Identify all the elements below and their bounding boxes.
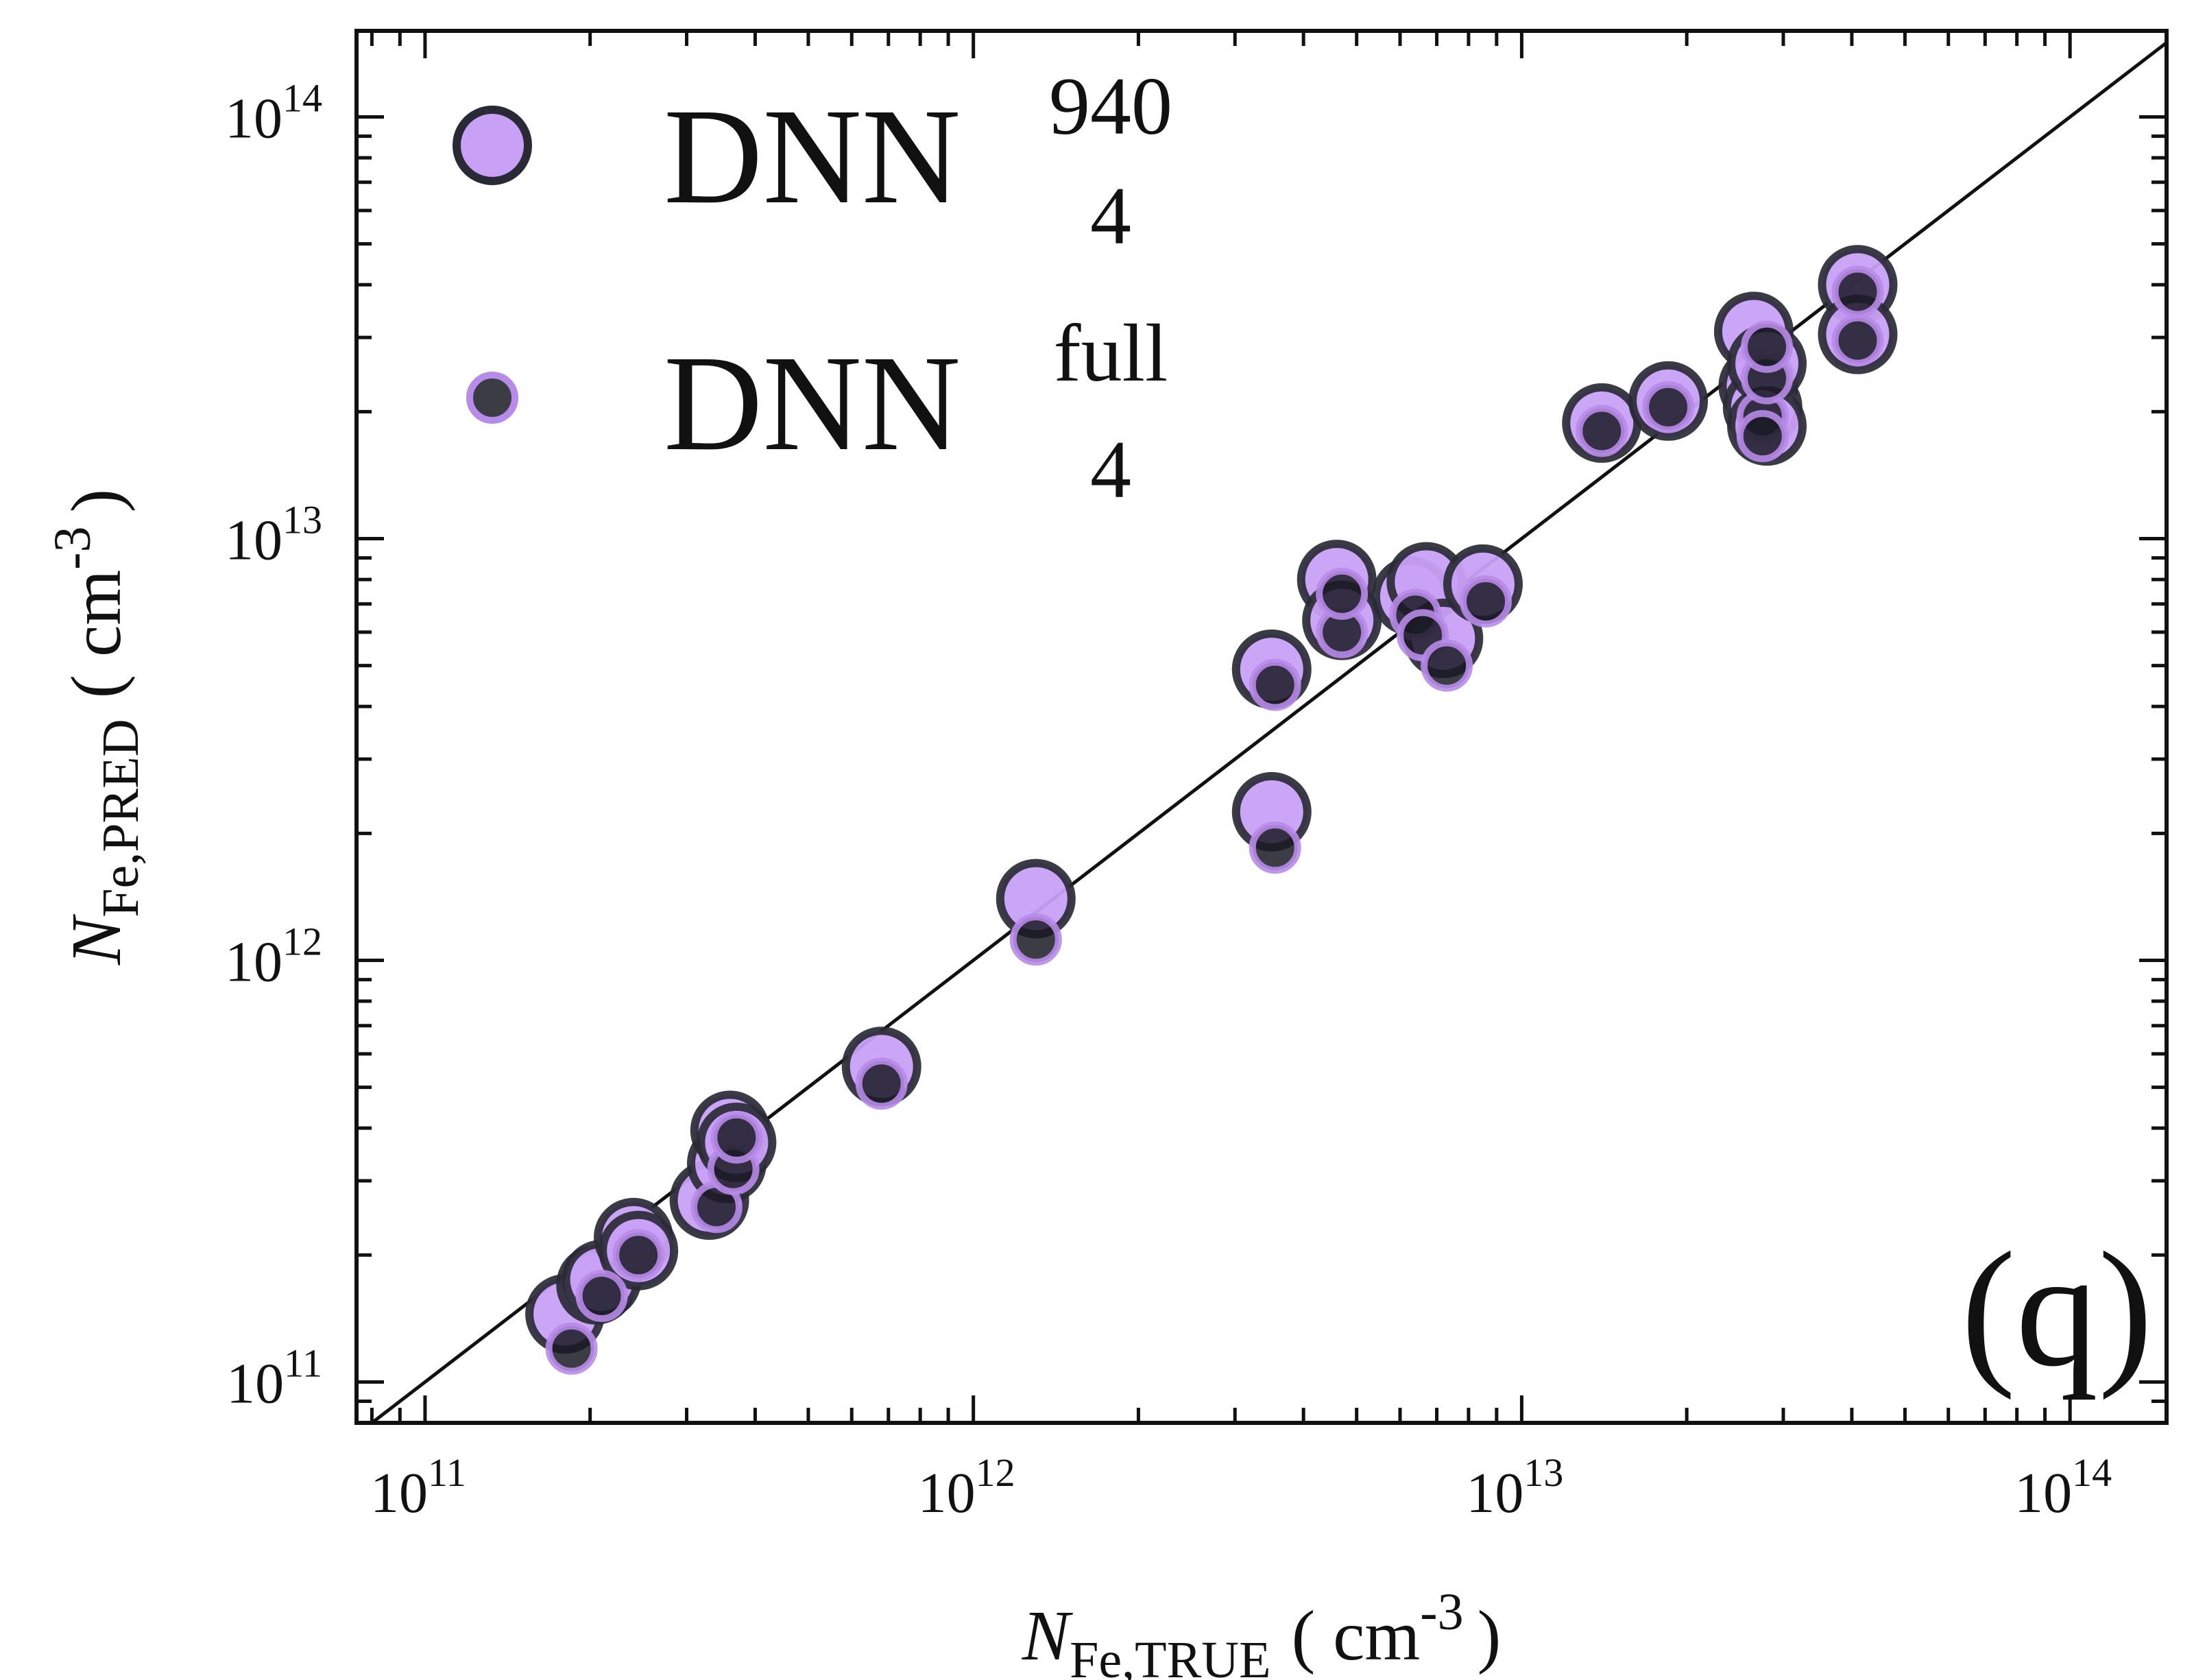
point-dnn-full	[1009, 913, 1062, 966]
y-tick-label: 1013	[225, 497, 322, 572]
legend: DNN 940 4 DNN full 4	[453, 60, 1172, 515]
y-tick-exp: 11	[284, 1341, 322, 1385]
point-dnn-full	[1249, 658, 1301, 711]
axis-ticks	[357, 31, 2167, 1425]
x-tick-base: 10	[1466, 1461, 1523, 1525]
x-tick-exp: 12	[976, 1450, 1015, 1495]
y-tick-exp: 12	[282, 919, 322, 963]
identity-line	[369, 40, 2167, 1423]
x-axis-unit-exp: -3	[1420, 1583, 1463, 1641]
legend-label-dnn-full: DNN	[664, 328, 961, 479]
panel-label: (q)	[1961, 1218, 2153, 1400]
legend-marker-dnn-940	[453, 106, 532, 185]
y-tick-label: 1012	[225, 919, 322, 994]
point-dnn-full	[1249, 821, 1301, 874]
x-tick-exp: 11	[428, 1450, 466, 1495]
x-tick-exp: 13	[1523, 1450, 1563, 1495]
data-points	[525, 245, 1898, 1375]
legend-sup-dnn-940: 940	[1049, 60, 1172, 152]
point-dnn-full	[1421, 639, 1473, 692]
x-tick-exp: 14	[2072, 1450, 2112, 1495]
point-dnn-full	[1736, 410, 1789, 463]
x-tick-label: 1012	[918, 1450, 1015, 1525]
y-tick-label: 1011	[226, 1341, 322, 1415]
legend-label-dnn-940: DNN	[664, 81, 961, 232]
y-tick-exp: 13	[282, 497, 322, 542]
legend-marker-dnn-full	[466, 372, 518, 424]
y-tick-base: 10	[225, 87, 282, 151]
point-dnn-full	[1642, 381, 1695, 433]
y-axis-unit-exp: -3	[44, 526, 101, 569]
point-dnn-full	[855, 1057, 908, 1110]
x-axis-unit: ( cm	[1292, 1596, 1421, 1675]
legend-sub-dnn-full: 4	[1090, 424, 1131, 515]
x-axis-unit-close: )	[1478, 1596, 1502, 1675]
x-tick-base: 10	[370, 1461, 428, 1525]
legend-sub-dnn-940: 4	[1090, 170, 1131, 261]
y-axis-label: NFe,PRED ( cm-3)	[44, 489, 149, 965]
y-tick-base: 10	[225, 930, 282, 994]
y-axis-unit: ( cm	[57, 570, 136, 699]
point-dnn-full	[1831, 265, 1884, 318]
y-tick-exp: 14	[282, 76, 322, 121]
y-tick-base: 10	[225, 508, 282, 572]
y-tick-base: 10	[226, 1352, 284, 1415]
point-dnn-full	[1576, 405, 1628, 457]
x-tick-label: 1013	[1466, 1450, 1563, 1525]
x-tick-base: 10	[2014, 1461, 2072, 1525]
y-tick-label: 1014	[225, 76, 322, 151]
point-dnn-full	[1316, 567, 1369, 620]
x-axis-subscript: Fe,TRUE	[1070, 1631, 1270, 1680]
x-axis-symbol: N	[1022, 1596, 1074, 1675]
x-tick-label: 1011	[370, 1450, 466, 1525]
point-dnn-full	[612, 1229, 665, 1282]
y-axis-symbol: N	[57, 913, 136, 965]
point-dnn-full	[1460, 575, 1512, 627]
y-axis-unit-close: )	[57, 489, 136, 513]
point-dnn-full	[1831, 314, 1884, 367]
reference-line-group	[369, 40, 2167, 1423]
x-axis-label: NFe,TRUE ( cm-3)	[1022, 1583, 1501, 1680]
point-dnn-full	[710, 1111, 763, 1164]
plot-frame	[354, 29, 2169, 1425]
legend-sup-dnn-full: full	[1054, 307, 1168, 398]
point-dnn-full	[545, 1322, 598, 1375]
x-tick-label: 1014	[2014, 1450, 2112, 1525]
point-dnn-full	[1741, 320, 1794, 373]
y-axis-subscript: Fe,PRED	[92, 719, 149, 917]
x-tick-base: 10	[918, 1461, 976, 1525]
point-dnn-full	[575, 1269, 628, 1322]
